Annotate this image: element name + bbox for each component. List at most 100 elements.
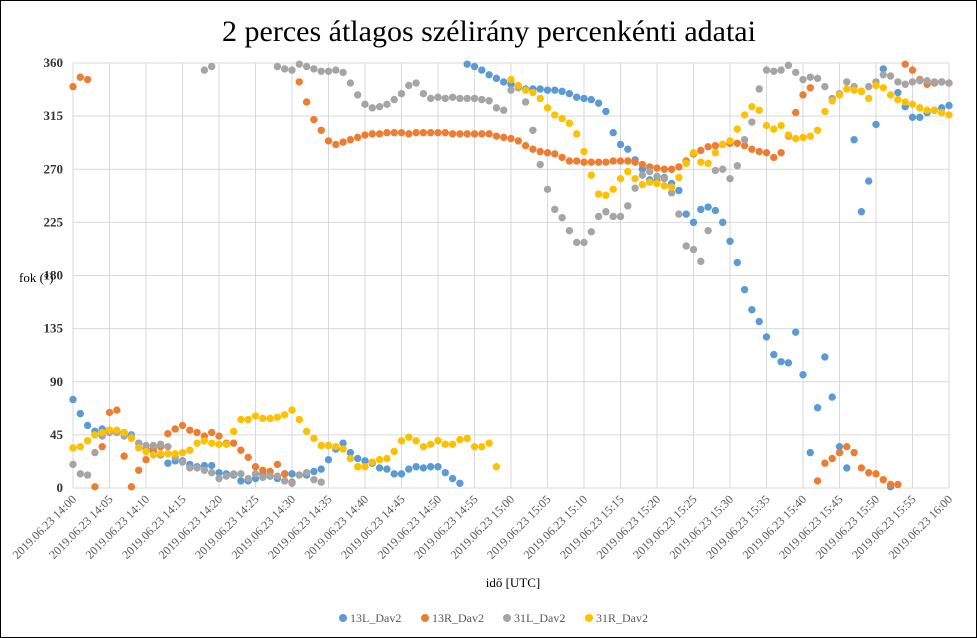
point-31R_Dav2-55: [470, 442, 479, 451]
point-31L_Dav2-58: [427, 94, 435, 103]
point-13L_Dav2-72: [594, 99, 603, 107]
point-13R_Dav2-114: [901, 60, 909, 68]
x-tick-label-24: 2019.06.23 16:00: [886, 492, 956, 562]
point-31R_Dav2-9: [135, 444, 143, 452]
point-31R_Dav2-93: [755, 106, 763, 114]
x-tick-label-23: 2019.06.23 15:55: [849, 492, 919, 562]
point-13R_Dav2-83: [675, 163, 683, 171]
point-13R_Dav2-63: [529, 145, 537, 153]
point-31R_Dav2-102: [821, 107, 829, 116]
point-31R_Dav2-8: [127, 434, 136, 443]
point-13R_Dav2-28: [273, 460, 282, 469]
point-13L_Dav2-111: [879, 65, 887, 73]
legend-marker-13L_Dav2: [339, 614, 347, 622]
point-31L_Dav2-97: [711, 166, 720, 175]
point-13L_Dav2-37: [339, 439, 347, 447]
point-31L_Dav2-74: [543, 185, 552, 194]
point-31R_Dav2-37: [339, 445, 347, 453]
point-13R_Dav2-100: [799, 91, 807, 99]
point-31R_Dav2-43: [383, 454, 391, 463]
point-31R_Dav2-30: [288, 406, 296, 414]
point-31L_Dav2-71: [521, 98, 530, 106]
point-13R_Dav2-111: [879, 476, 887, 484]
point-13R_Dav2-73: [602, 158, 610, 166]
point-31R_Dav2-70: [587, 171, 595, 179]
y-axis-ticks: 0 45 90 135 180 225 270 315 360: [44, 55, 64, 495]
point-31L_Dav2-57: [419, 89, 428, 98]
point-13L_Dav2-89: [719, 218, 727, 227]
point-31L_Dav2-127: [930, 78, 939, 86]
x-tick-label-14: 2019.06.23 15:10: [521, 492, 591, 562]
point-31R_Dav2-1: [76, 442, 85, 451]
point-13L_Dav2-115: [908, 113, 917, 122]
point-31R_Dav2-31: [295, 415, 303, 424]
point-13R_Dav2-106: [843, 442, 851, 451]
point-13L_Dav2-45: [397, 470, 406, 478]
point-13L_Dav2-73: [602, 107, 610, 116]
y-tick-label-5: 225: [44, 214, 64, 229]
point-31L_Dav2-48: [354, 91, 362, 99]
point-13R_Dav2-37: [339, 138, 347, 146]
point-31L_Dav2-40: [295, 60, 303, 68]
point-13R_Dav2-45: [397, 128, 406, 137]
point-13R_Dav2-65: [543, 149, 552, 157]
point-31R_Dav2-21: [222, 440, 230, 449]
point-31L_Dav2-50: [368, 104, 376, 112]
point-13R_Dav2-115: [908, 66, 917, 74]
point-13L_Dav2-71: [587, 95, 595, 104]
legend-marker-13R_Dav2: [421, 614, 429, 622]
point-31R_Dav2-48: [419, 442, 428, 451]
point-13R_Dav2-69: [573, 157, 581, 165]
point-31R_Dav2-85: [697, 158, 705, 166]
point-13L_Dav2-87: [704, 203, 712, 211]
point-13L_Dav2-0: [69, 395, 77, 404]
point-13L_Dav2-30: [288, 470, 296, 478]
point-31R_Dav2-88: [719, 140, 727, 149]
x-tick-label-8: 2019.06.23 14:40: [302, 492, 372, 562]
point-13R_Dav2-42: [375, 130, 384, 138]
point-31R_Dav2-5: [105, 426, 114, 434]
point-13L_Dav2-53: [456, 479, 464, 487]
point-13R_Dav2-31: [295, 78, 303, 86]
point-31L_Dav2-35: [200, 66, 209, 74]
point-31L_Dav2-62: [456, 94, 464, 103]
point-31L_Dav2-13: [164, 442, 172, 451]
point-31L_Dav2-65: [478, 95, 486, 104]
point-31L_Dav2-78: [573, 238, 581, 247]
point-13R_Dav2-10: [142, 455, 150, 464]
point-13L_Dav2-47: [412, 463, 420, 471]
point-31L_Dav2-80: [587, 228, 595, 236]
point-13R_Dav2-53: [456, 130, 464, 138]
point-13L_Dav2-107: [850, 136, 858, 144]
point-31R_Dav2-22: [229, 427, 238, 436]
point-31R_Dav2-107: [857, 87, 866, 96]
point-31L_Dav2-77: [565, 226, 574, 235]
point-13L_Dav2-34: [317, 465, 325, 473]
point-31R_Dav2-69: [580, 147, 588, 156]
point-31L_Dav2-87: [638, 171, 647, 179]
y-tick-label-6: 270: [44, 161, 64, 176]
point-13R_Dav2-13: [164, 429, 172, 438]
x-tick-label-17: 2019.06.23 15:25: [630, 492, 700, 562]
point-31L_Dav2-59: [434, 93, 442, 101]
point-31L_Dav2-30: [288, 479, 296, 487]
point-31R_Dav2-52: [448, 440, 457, 449]
point-13L_Dav2-113: [894, 88, 902, 97]
point-13L_Dav2-42: [375, 464, 384, 472]
point-13R_Dav2-88: [711, 141, 720, 150]
point-31R_Dav2-14: [171, 450, 179, 458]
point-31R_Dav2-57: [485, 439, 493, 447]
point-31R_Dav2-0: [69, 444, 77, 452]
point-31L_Dav2-28: [273, 472, 282, 480]
point-31R_Dav2-89: [726, 137, 734, 145]
point-13R_Dav2-0: [69, 82, 77, 91]
point-31L_Dav2-61: [448, 93, 457, 101]
point-31L_Dav2-26: [259, 473, 267, 482]
point-31R_Dav2-29: [281, 411, 289, 419]
point-13L_Dav2-58: [492, 74, 501, 83]
point-31R_Dav2-72: [602, 191, 610, 199]
y-axis-label: fok (°): [19, 270, 53, 285]
point-31L_Dav2-54: [397, 89, 406, 98]
point-13R_Dav2-19: [208, 428, 216, 437]
point-13L_Dav2-44: [390, 470, 398, 478]
